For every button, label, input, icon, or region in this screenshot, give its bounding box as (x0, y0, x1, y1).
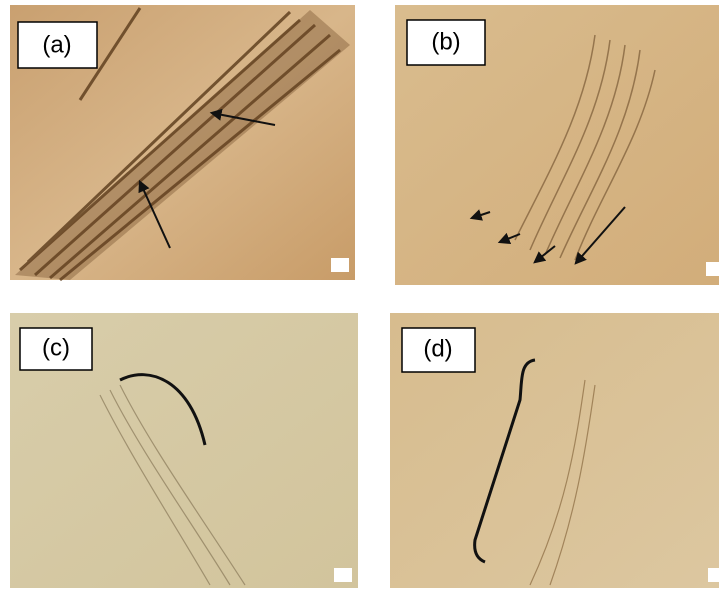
scale-bar (708, 568, 719, 582)
scale-bar (334, 568, 352, 582)
scale-bar (706, 262, 719, 276)
scale-bar (331, 258, 349, 272)
panel-label: (d) (423, 335, 452, 362)
panel-label: (a) (42, 31, 71, 58)
panel-a: (a) (10, 5, 355, 280)
panel-label: (b) (431, 28, 460, 55)
page: (a) (b) (c) (0, 0, 719, 591)
panel-d: (d) (390, 313, 719, 588)
panel-c: (c) (10, 313, 358, 588)
panel-label: (c) (42, 334, 70, 361)
figure: (a) (b) (c) (0, 0, 719, 591)
panel-b: (b) (395, 5, 719, 285)
